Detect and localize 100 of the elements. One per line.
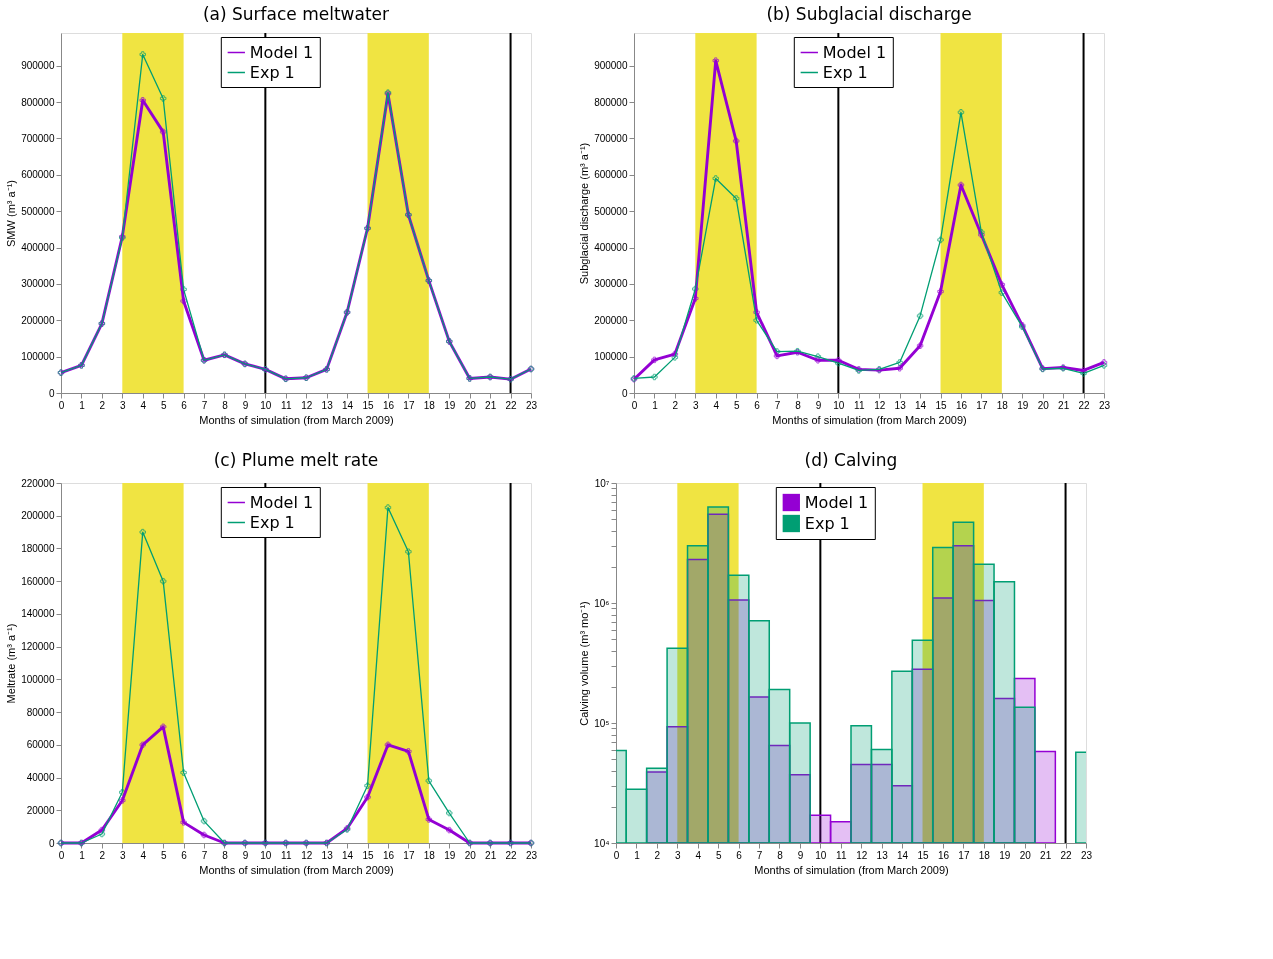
x-tick-label: 2: [654, 849, 661, 861]
y-tick-label: 500000: [594, 205, 628, 217]
x-tick-label: 14: [342, 399, 354, 411]
y-tick-label: 700000: [594, 132, 628, 144]
x-tick-label: 17: [976, 399, 988, 411]
x-tick-label: 7: [774, 399, 781, 411]
x-tick-label: 18: [978, 849, 991, 861]
x-axis-title: Months of simulation (from March 2009): [199, 863, 394, 876]
x-tick-label: 2: [99, 399, 106, 411]
x-tick-label: 13: [321, 399, 334, 411]
x-tick-label: 11: [281, 399, 292, 411]
x-tick-label: 22: [1060, 849, 1073, 861]
x-tick-label: 21: [1058, 399, 1070, 411]
x-tick-label: 8: [222, 849, 229, 861]
y-tick-label: 60000: [26, 739, 55, 751]
x-tick-label: 6: [754, 399, 761, 411]
x-tick-label: 7: [201, 849, 208, 861]
legend-label: Model 1: [804, 492, 869, 512]
y-tick-label: 200000: [21, 510, 55, 522]
x-tick-label: 13: [321, 849, 334, 861]
y-tick-label: 120000: [21, 641, 55, 653]
y-tick-label: 20000: [26, 804, 55, 816]
x-tick-label: 12: [874, 399, 886, 411]
x-tick-label: 1: [79, 849, 86, 861]
x-tick-label: 14: [897, 849, 909, 861]
x-tick-label: 17: [403, 849, 415, 861]
x-tick-label: 3: [675, 849, 682, 861]
y-tick-label: 200000: [594, 314, 628, 326]
x-tick-label: 19: [999, 849, 1011, 861]
x-tick-label: 12: [856, 849, 868, 861]
y-tick-label: 10⁴: [594, 837, 610, 849]
x-tick-label: 6: [181, 849, 188, 861]
y-axis-title: Meltrate (m³ a⁻¹): [5, 623, 18, 704]
y-tick-label: 600000: [21, 169, 55, 181]
x-tick-label: 22: [1078, 399, 1091, 411]
y-tick-label: 300000: [594, 278, 628, 290]
y-tick-label: 900000: [21, 60, 55, 72]
y-tick-label: 0: [48, 837, 55, 849]
x-tick-label: 21: [1040, 849, 1052, 861]
x-tick-label: 20: [1037, 399, 1050, 411]
x-tick-label: 13: [876, 849, 889, 861]
x-tick-label: 5: [160, 399, 167, 411]
y-tick-label: 500000: [21, 205, 55, 217]
x-tick-label: 19: [444, 849, 456, 861]
y-tick-label: 160000: [21, 575, 55, 587]
x-tick-label: 10: [833, 399, 845, 411]
x-tick-label: 18: [423, 849, 436, 861]
x-tick-label: 10: [260, 399, 272, 411]
x-tick-label: 8: [222, 399, 229, 411]
x-tick-label: 12: [301, 849, 313, 861]
x-tick-label: 16: [955, 399, 968, 411]
x-tick-label: 15: [917, 849, 930, 861]
chart-title: (a) Surface meltwater: [202, 4, 390, 24]
x-tick-label: 9: [815, 399, 822, 411]
y-tick-label: 800000: [21, 96, 55, 108]
y-axis-title: SMW (m³ a⁻¹): [5, 180, 18, 247]
x-tick-label: 14: [915, 399, 927, 411]
x-tick-label: 19: [1017, 399, 1029, 411]
legend-label: Exp 1: [822, 62, 868, 82]
x-tick-label: 7: [756, 849, 763, 861]
y-tick-label: 700000: [21, 132, 55, 144]
x-tick-label: 16: [382, 399, 395, 411]
x-tick-label: 6: [736, 849, 743, 861]
x-tick-label: 17: [403, 399, 415, 411]
chart-title: (d) Calving: [804, 450, 898, 470]
x-tick-label: 19: [444, 399, 456, 411]
x-tick-label: 2: [99, 849, 106, 861]
x-tick-label: 5: [715, 849, 722, 861]
y-tick-label: 10⁵: [594, 717, 610, 729]
x-tick-label: 14: [342, 849, 354, 861]
y-tick-label: 800000: [594, 96, 628, 108]
y-tick-label: 40000: [26, 772, 55, 784]
x-tick-label: 18: [996, 399, 1009, 411]
x-tick-label: 15: [362, 849, 375, 861]
x-tick-label: 17: [958, 849, 970, 861]
y-tick-label: 600000: [594, 169, 628, 181]
x-axis-title: Months of simulation (from March 2009): [754, 863, 949, 876]
x-tick-label: 15: [362, 399, 375, 411]
legend-label: Model 1: [822, 42, 887, 62]
y-tick-label: 100000: [21, 351, 55, 363]
y-tick-label: 140000: [21, 608, 55, 620]
x-tick-label: 4: [713, 399, 720, 411]
x-tick-label: 8: [795, 399, 802, 411]
x-tick-label: 0: [58, 399, 65, 411]
y-axis-title: Subglacial discharge (m³ a⁻¹): [578, 142, 591, 285]
x-tick-label: 0: [58, 849, 65, 861]
y-tick-label: 900000: [594, 60, 628, 72]
y-tick-label: 400000: [21, 242, 55, 254]
y-axis-title: Calving volume (m³ mo⁻¹): [578, 601, 591, 726]
x-axis-title: Months of simulation (from March 2009): [772, 413, 967, 426]
x-tick-label: 22: [505, 849, 518, 861]
x-tick-label: 23: [1098, 399, 1111, 411]
x-tick-label: 2: [672, 399, 679, 411]
x-tick-label: 21: [485, 399, 497, 411]
x-tick-label: 16: [382, 849, 395, 861]
x-tick-label: 20: [464, 849, 477, 861]
legend-label: Model 1: [249, 42, 314, 62]
y-tick-label: 100000: [594, 351, 628, 363]
y-tick-label: 80000: [26, 706, 55, 718]
x-tick-label: 10: [260, 849, 272, 861]
